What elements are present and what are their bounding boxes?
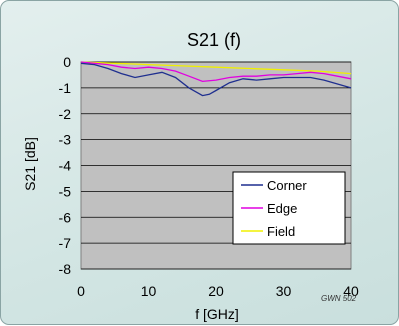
y-tick-label: -3 [59,132,72,148]
legend-label-edge: Edge [267,201,297,216]
legend-box [232,171,346,245]
x-tick-label: 20 [208,283,224,299]
series-line-corner [80,62,352,97]
y-axis-label: S21 [dB] [22,137,38,191]
x-tick-label: 40 [343,283,359,299]
y-axis-ticks: 0 -1 -2 -3 -4 -5 -6 -7 -8 [59,54,72,277]
legend-label-field: Field [267,224,295,239]
y-tick-label: -1 [59,80,72,96]
x-tick-label: 30 [276,283,292,299]
series-group [80,61,352,97]
y-tick-label: -8 [59,261,72,277]
y-tick-label: -2 [59,106,72,122]
y-tick-label: -5 [59,183,72,199]
x-tick-label: 0 [77,283,85,299]
x-tick-label: 10 [141,283,157,299]
x-axis-label: f [GHz] [195,306,239,322]
series-line-edge [80,61,352,83]
legend: Corner Edge Field [232,171,346,245]
series-line-field [80,61,352,75]
y-tick-label: -4 [59,158,72,174]
y-tick-label: 0 [63,54,71,70]
y-tick-label: -6 [59,209,72,225]
x-axis-ticks: 0 10 20 30 40 [77,283,359,299]
annotation-label: GWN 502 [321,294,357,303]
y-tick-label: -7 [59,235,72,251]
legend-label-corner: Corner [267,178,307,193]
chart-title: S21 (f) [187,30,241,50]
